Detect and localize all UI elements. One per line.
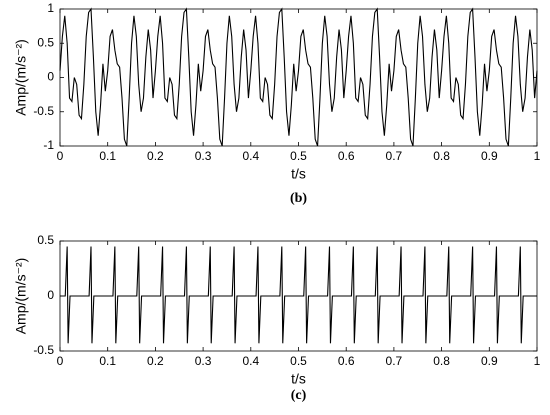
x-tick-label: 0.4 bbox=[242, 354, 259, 368]
x-axis-label: t/s bbox=[291, 371, 306, 387]
x-tick-label: 0.5 bbox=[290, 149, 307, 163]
x-tick-label: 0.1 bbox=[99, 354, 116, 368]
x-tick-label: 0.4 bbox=[242, 149, 259, 163]
x-tick-label: 0.2 bbox=[147, 149, 164, 163]
y-axis-label: Amp/(m/s⁻²) bbox=[13, 258, 29, 335]
x-tick-label: 0.7 bbox=[386, 149, 403, 163]
x-tick-label: 0.6 bbox=[338, 149, 355, 163]
x-tick-label: 0.5 bbox=[290, 354, 307, 368]
y-tick-label: -0.5 bbox=[33, 343, 54, 357]
x-tick-label: 0.7 bbox=[386, 354, 403, 368]
caption: (c) bbox=[291, 388, 307, 403]
signal-line bbox=[60, 246, 537, 344]
x-tick-label: 0.8 bbox=[433, 354, 450, 368]
x-tick-label: 0.2 bbox=[147, 354, 164, 368]
x-axis-label: t/s bbox=[291, 166, 306, 182]
x-tick-label: 0.3 bbox=[195, 149, 212, 163]
x-tick-label: 0.9 bbox=[481, 354, 498, 368]
y-tick-label: 1 bbox=[47, 1, 54, 15]
signal-line bbox=[59, 7, 538, 147]
x-tick-label: 0.6 bbox=[338, 354, 355, 368]
x-tick-label: 1 bbox=[534, 354, 541, 368]
y-tick-label: -1 bbox=[43, 138, 54, 152]
x-tick-label: 0 bbox=[57, 149, 64, 163]
x-tick-label: 0.1 bbox=[99, 149, 116, 163]
y-axis-label: Amp/(m/s⁻²) bbox=[13, 39, 29, 116]
y-tick-label: 0 bbox=[47, 288, 54, 302]
x-tick-label: 1 bbox=[534, 149, 541, 163]
y-tick-label: 0.5 bbox=[37, 233, 54, 247]
x-tick-label: 0.8 bbox=[433, 149, 450, 163]
x-tick-label: 0.9 bbox=[481, 149, 498, 163]
y-tick-label: 0 bbox=[47, 70, 54, 84]
y-tick-label: 0.5 bbox=[37, 35, 54, 49]
x-tick-label: 0.3 bbox=[195, 354, 212, 368]
caption: (b) bbox=[290, 191, 307, 206]
y-tick-label: -0.5 bbox=[33, 104, 54, 118]
x-tick-label: 0 bbox=[57, 354, 64, 368]
